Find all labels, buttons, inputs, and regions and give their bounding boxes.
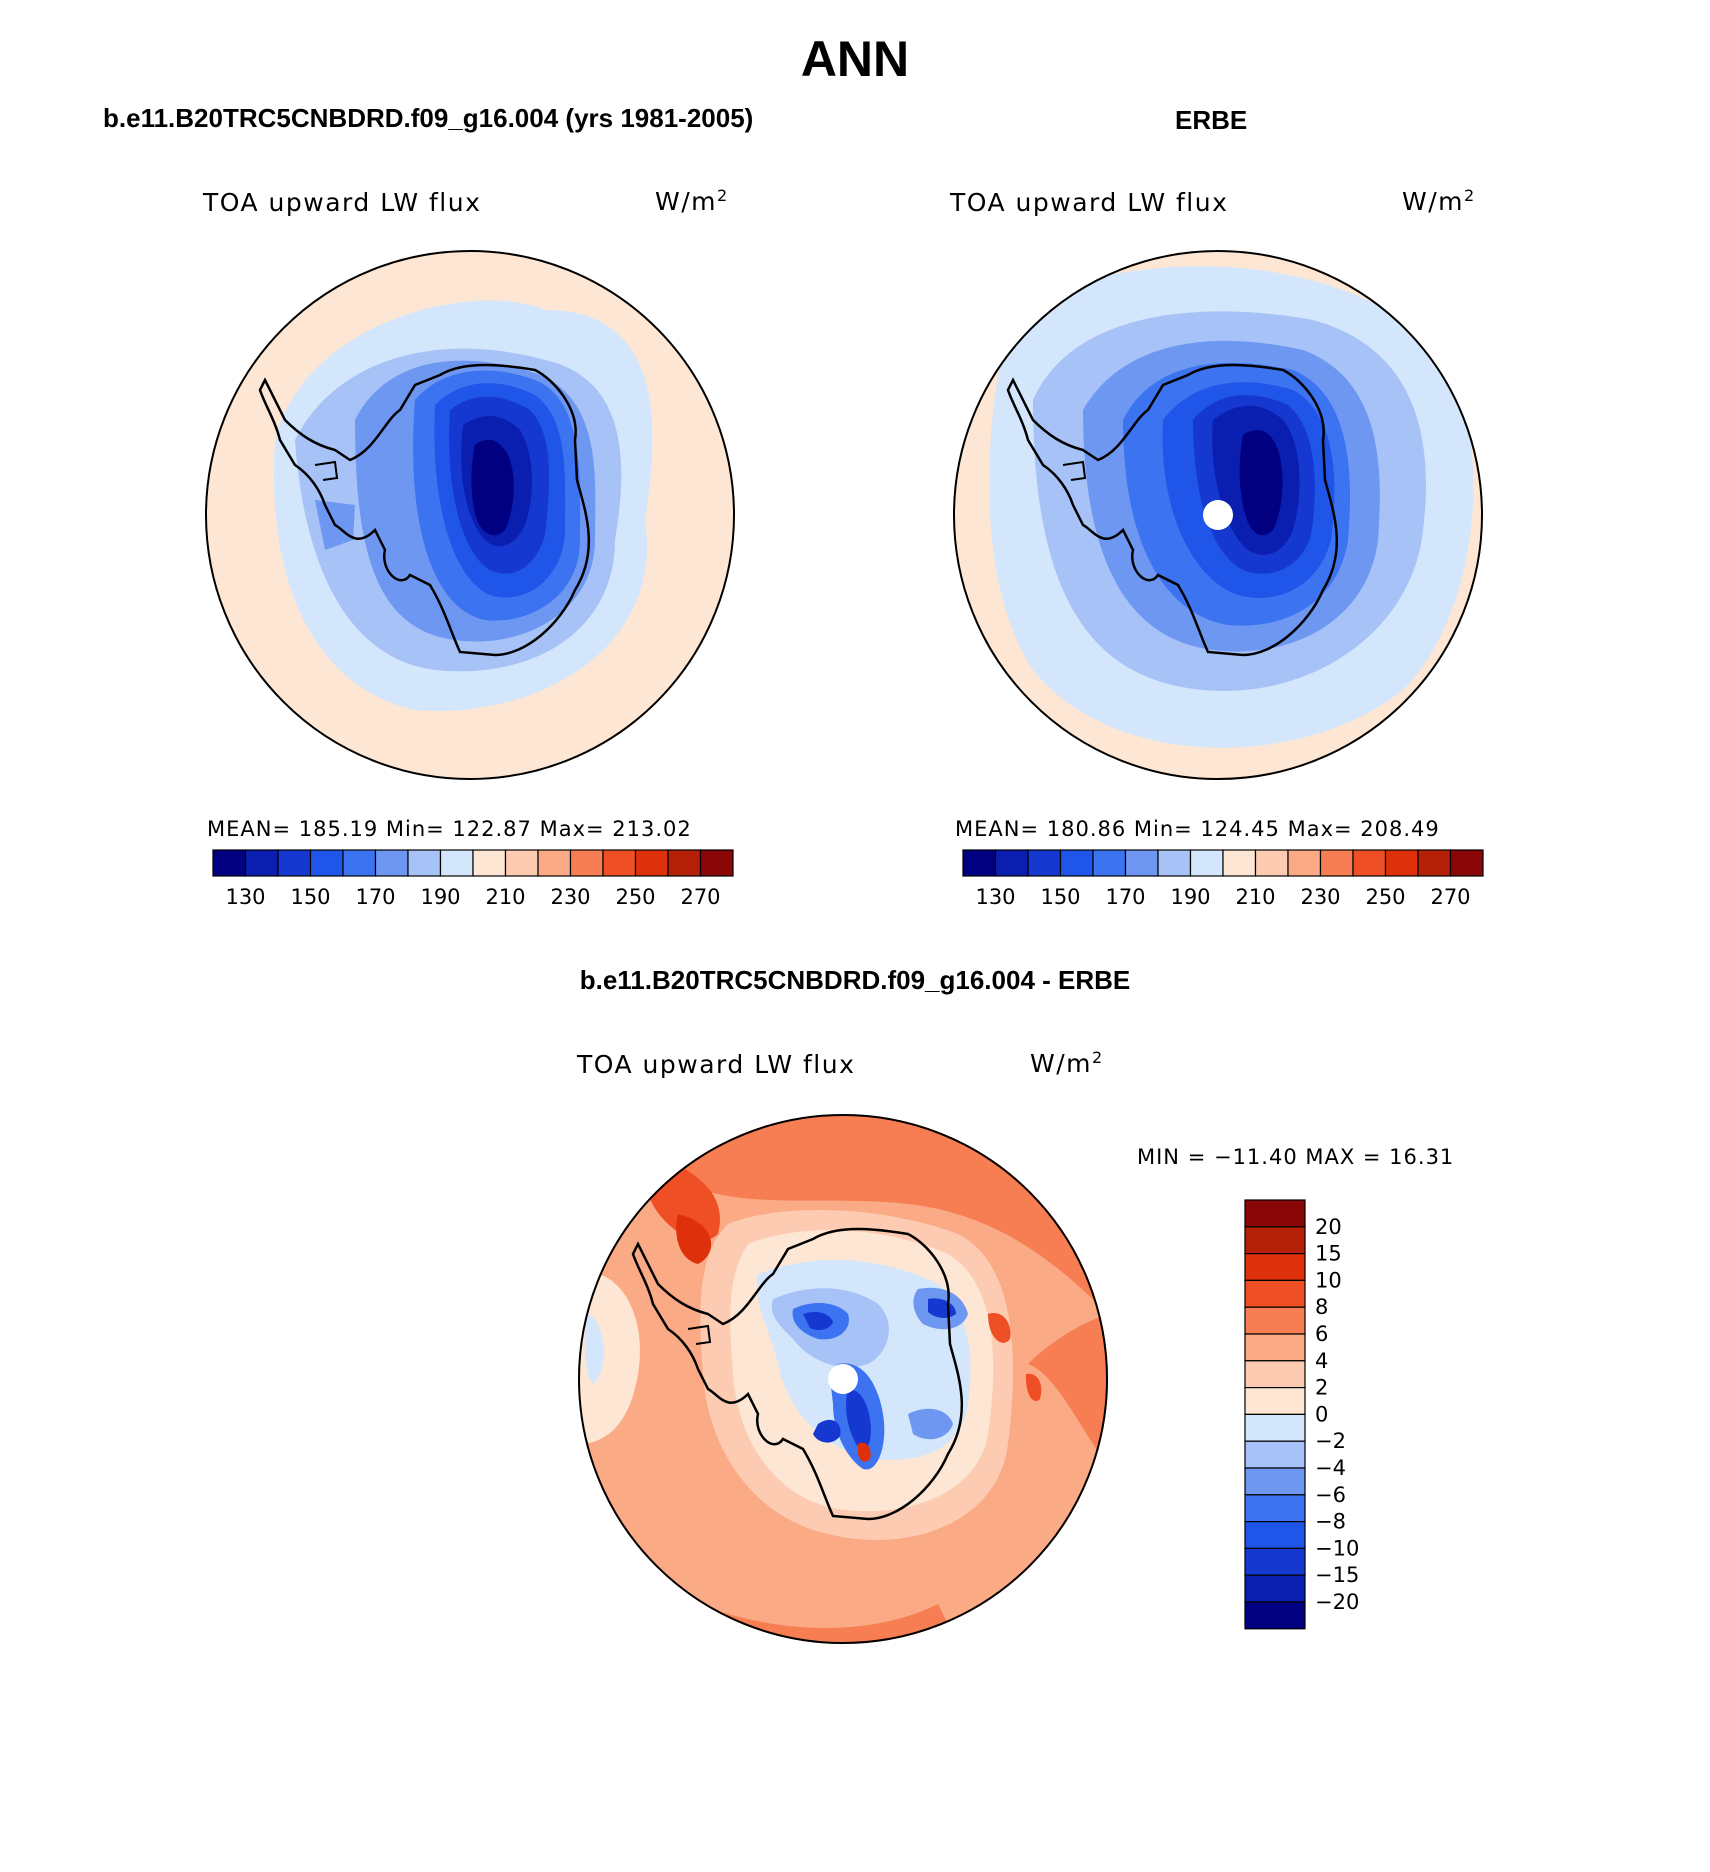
figure-title: ANN [800,31,910,87]
panel3-unit-label: W/m2 [1030,1048,1104,1078]
colorbar-swatch [1157,849,1192,877]
colorbar-swatch [407,849,442,877]
colorbar-swatch [1244,1494,1306,1523]
colorbar-tick-label: 20 [1315,1215,1342,1239]
colorbar-swatch [699,849,734,877]
colorbar-swatch [1244,1199,1306,1228]
colorbar-swatch [1417,849,1452,877]
colorbar-swatch [602,849,637,877]
colorbar-swatch [212,849,247,877]
colorbar-swatch [277,849,312,877]
colorbar-tick-label: −2 [1315,1429,1346,1453]
colorbar-tick-label: 170 [355,885,395,909]
colorbar-swatch [244,849,279,877]
colorbar-swatch [504,849,539,877]
colorbar-tick-label: 270 [680,885,720,909]
colorbar-swatch [1027,849,1062,877]
colorbar-swatch [1319,849,1354,877]
colorbar-swatch [1244,1333,1306,1362]
colorbar-swatch [1244,1413,1306,1442]
colorbar-swatch [994,849,1029,877]
colorbar-swatch [1244,1521,1306,1550]
panel2-stats: MEAN= 180.86 Min= 124.45 Max= 208.49 [955,817,1440,841]
panel3-stats: MIN = −11.40 MAX = 16.31 [1137,1145,1455,1169]
colorbar-tick-label: −20 [1315,1590,1359,1614]
colorbar-swatch [1244,1252,1306,1281]
colorbar-tick-label: 250 [615,885,655,909]
colorbar-swatch [309,849,344,877]
colorbar-swatch [1059,849,1094,877]
colorbar-tick-label: 190 [420,885,460,909]
panel1-unit-label: W/m2 [655,186,729,216]
colorbar-tick-label: 4 [1315,1349,1328,1373]
panel1-heading: b.e11.B20TRC5CNBDRD.f09_g16.004 (yrs 198… [103,103,754,133]
colorbar-tick-label: 15 [1315,1242,1342,1266]
colorbar-swatch [1254,849,1289,877]
colorbar-swatch [1352,849,1387,877]
colorbar-swatch [537,849,572,877]
colorbar-swatch [1092,849,1127,877]
colorbar-swatch [1244,1601,1306,1630]
colorbar-swatch [1189,849,1224,877]
panel3-variable-label: TOA upward LW flux [577,1050,856,1079]
colorbar-swatch [1244,1467,1306,1496]
colorbar-swatch [569,849,604,877]
colorbar-swatch [1244,1387,1306,1416]
panel3-heading: b.e11.B20TRC5CNBDRD.f09_g16.004 - ERBE [579,965,1131,995]
colorbar-model: 130 150 170 190 210 230 250 270 [212,849,734,909]
colorbar-swatch [1244,1226,1306,1255]
colorbar-swatch [1244,1279,1306,1308]
colorbar-tick-label: −6 [1315,1483,1346,1507]
colorbar-tick-label: 170 [1105,885,1145,909]
colorbar-swatch [1222,849,1257,877]
colorbar-swatch [1384,849,1419,877]
colorbar-swatch [1244,1440,1306,1469]
colorbar-swatch [1244,1547,1306,1576]
colorbar-tick-label: 10 [1315,1268,1342,1292]
colorbar-swatch [342,849,377,877]
colorbar-tick-label: 150 [1040,885,1080,909]
colorbar-tick-label: 210 [1235,885,1275,909]
colorbar-tick-label: 0 [1315,1402,1328,1426]
map-model [205,250,735,780]
map-erbe [953,250,1483,780]
colorbar-swatch [472,849,507,877]
colorbar-swatch [1287,849,1322,877]
colorbar-swatch [667,849,702,877]
colorbar-tick-label: 190 [1170,885,1210,909]
colorbar-tick-label: 150 [290,885,330,909]
colorbar-tick-label: 250 [1365,885,1405,909]
colorbar-swatch [439,849,474,877]
panel1-stats: MEAN= 185.19 Min= 122.87 Max= 213.02 [207,817,692,841]
colorbar-swatch [634,849,669,877]
colorbar-tick-label: 130 [225,885,265,909]
colorbar-tick-label: 6 [1315,1322,1328,1346]
panel2-heading: ERBE [1175,105,1248,135]
panel2-variable-label: TOA upward LW flux [950,188,1229,217]
colorbar-tick-label: 230 [550,885,590,909]
colorbar-swatch [374,849,409,877]
colorbar-swatch [1449,849,1484,877]
colorbar-erbe: 130 150 170 190 210 230 250 270 [962,849,1484,909]
colorbar-swatch [1244,1574,1306,1603]
colorbar-tick-label: 2 [1315,1376,1328,1400]
colorbar-swatch [1244,1306,1306,1335]
colorbar-tick-label: 8 [1315,1295,1328,1319]
colorbar-tick-label: 130 [975,885,1015,909]
colorbar-tick-label: −8 [1315,1510,1346,1534]
colorbar-swatch [962,849,997,877]
panel1-variable-label: TOA upward LW flux [203,188,482,217]
panel2-unit-label: W/m2 [1402,186,1476,216]
colorbar-tick-label: 230 [1300,885,1340,909]
colorbar-tick-label: 270 [1430,885,1470,909]
colorbar-tick-label: 210 [485,885,525,909]
colorbar-swatch [1124,849,1159,877]
colorbar-tick-label: −10 [1315,1536,1359,1560]
colorbar-swatch [1244,1360,1306,1389]
colorbar-tick-label: −15 [1315,1563,1359,1587]
colorbar-tick-label: −4 [1315,1456,1346,1480]
map-difference [578,1114,1108,1644]
